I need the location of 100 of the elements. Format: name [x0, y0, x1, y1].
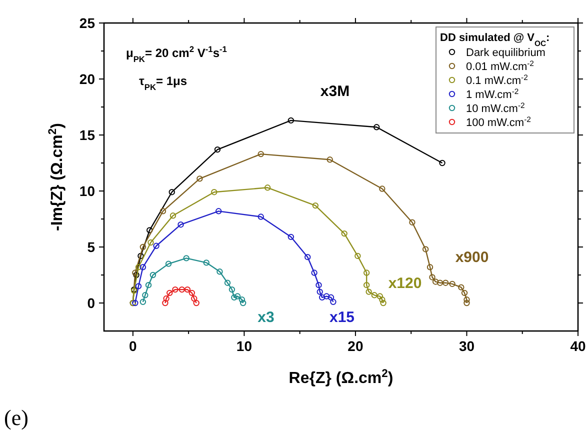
point — [442, 280, 449, 286]
point — [160, 208, 166, 214]
x-tick-label: 10 — [236, 338, 252, 354]
point — [464, 296, 470, 303]
point — [140, 244, 146, 250]
point — [234, 293, 241, 300]
point — [145, 282, 152, 288]
point — [203, 260, 210, 266]
point — [258, 150, 264, 158]
y-tick-label: 5 — [87, 239, 96, 255]
point — [193, 300, 200, 306]
point — [264, 184, 271, 191]
point — [326, 156, 333, 163]
point — [162, 300, 168, 306]
point — [363, 270, 370, 276]
y-tick-label: 0 — [87, 295, 96, 311]
annotation: x3 — [258, 309, 274, 326]
x-tick-label: 0 — [129, 338, 138, 354]
point — [464, 300, 470, 306]
point — [170, 212, 176, 219]
point — [140, 264, 146, 270]
point — [146, 227, 153, 234]
point — [228, 286, 236, 293]
y-tick-label: 10 — [79, 183, 96, 199]
point — [461, 290, 468, 296]
point — [354, 252, 361, 260]
point — [328, 294, 334, 300]
legend-label: 0.01 mW.cm$^{-2}$ — [466, 58, 534, 73]
annotation: μ$_{PK}$= 20 cm$^{2}$ V$^{-1}$s$^{-1}$ — [126, 44, 228, 64]
point — [238, 296, 246, 303]
legend-label: Dark equilibrium — [466, 47, 546, 59]
point — [432, 278, 439, 285]
annotation: x15 — [329, 309, 355, 326]
point — [140, 298, 146, 305]
point — [379, 296, 386, 303]
x-axis-title: Re{Z} (Ω.cm$^{2}$) — [288, 368, 394, 387]
annotation: x900 — [455, 249, 489, 266]
point — [318, 294, 326, 300]
y-tick-label: 20 — [79, 71, 96, 87]
point — [258, 214, 264, 220]
point — [458, 284, 464, 290]
x-tick-label: 30 — [458, 338, 475, 354]
legend-label: 100 mW.cm$^{-2}$ — [466, 114, 531, 129]
point — [183, 255, 190, 262]
annotation: τ$_{PK}$= 1μs — [139, 74, 188, 92]
point — [188, 290, 195, 296]
point — [216, 208, 222, 214]
annotation: x120 — [388, 275, 422, 292]
point — [148, 239, 154, 246]
y-tick-label: 15 — [79, 127, 96, 143]
point — [330, 298, 336, 305]
point — [231, 294, 238, 300]
point — [371, 292, 378, 298]
point — [138, 252, 144, 260]
point — [163, 295, 170, 302]
point — [150, 272, 156, 278]
point — [135, 283, 142, 290]
point — [168, 189, 175, 196]
legend-label: 10 mW.cm$^{-2}$ — [466, 100, 525, 115]
point — [142, 292, 148, 298]
point — [426, 264, 434, 270]
point — [316, 282, 322, 288]
point — [422, 246, 429, 252]
point — [288, 117, 294, 124]
point — [429, 274, 436, 280]
text: (e) — [4, 405, 28, 430]
point — [304, 254, 311, 260]
point — [288, 234, 294, 240]
point — [439, 160, 446, 166]
point — [165, 260, 172, 267]
x-tick-label: 20 — [348, 338, 364, 354]
point — [214, 146, 221, 153]
point — [184, 286, 191, 293]
point — [178, 286, 185, 293]
point — [363, 282, 370, 288]
point — [132, 300, 138, 306]
point — [216, 268, 223, 275]
point — [224, 280, 231, 286]
point — [436, 280, 444, 286]
point — [380, 300, 386, 306]
point — [376, 293, 384, 300]
x-tick-label: 40 — [570, 338, 586, 354]
point — [240, 300, 246, 306]
point — [153, 242, 160, 249]
point — [166, 290, 173, 296]
point — [196, 176, 203, 182]
point — [191, 295, 198, 302]
point — [135, 264, 142, 270]
point — [132, 270, 138, 276]
point — [316, 288, 323, 295]
point — [366, 288, 372, 295]
point — [211, 189, 218, 196]
point — [323, 293, 330, 300]
point — [449, 280, 456, 288]
y-tick-label: 25 — [79, 15, 96, 31]
point — [172, 286, 178, 293]
legend-label: 0.1 mW.cm$^{-2}$ — [466, 72, 528, 87]
point — [341, 230, 348, 237]
point — [409, 219, 416, 226]
point — [133, 272, 140, 278]
